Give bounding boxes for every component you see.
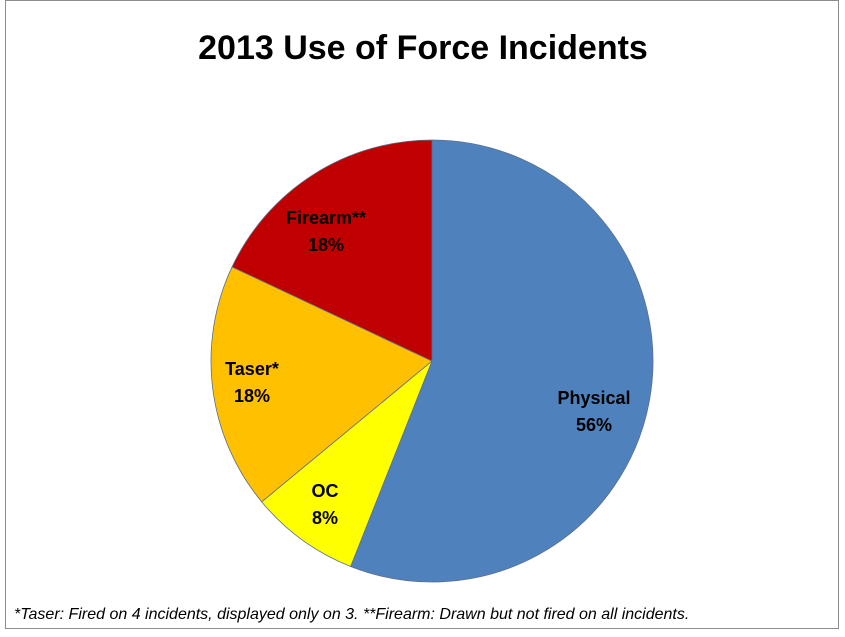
pie-label-oc: OC 8% [312, 481, 339, 528]
pie-slice-oc [261, 360, 433, 567]
pie-slices [210, 139, 654, 583]
chart-title: 2013 Use of Force Incidents [198, 29, 648, 67]
pie-label-firearm: Firearm** 18% [286, 208, 366, 255]
pie-label-taser: Taser* 18% [225, 359, 279, 406]
chart-footnote: *Taser: Fired on 4 incidents, displayed … [14, 606, 690, 623]
pie-slice-taser [210, 266, 433, 503]
pie-slice-physical [350, 139, 654, 583]
pie-labels: Physical 56% OC 8% Taser* 18% Firearm** 18% [225, 208, 630, 528]
pie-label-physical: Physical 56% [557, 388, 630, 435]
pie-slice-firearm [231, 139, 433, 362]
